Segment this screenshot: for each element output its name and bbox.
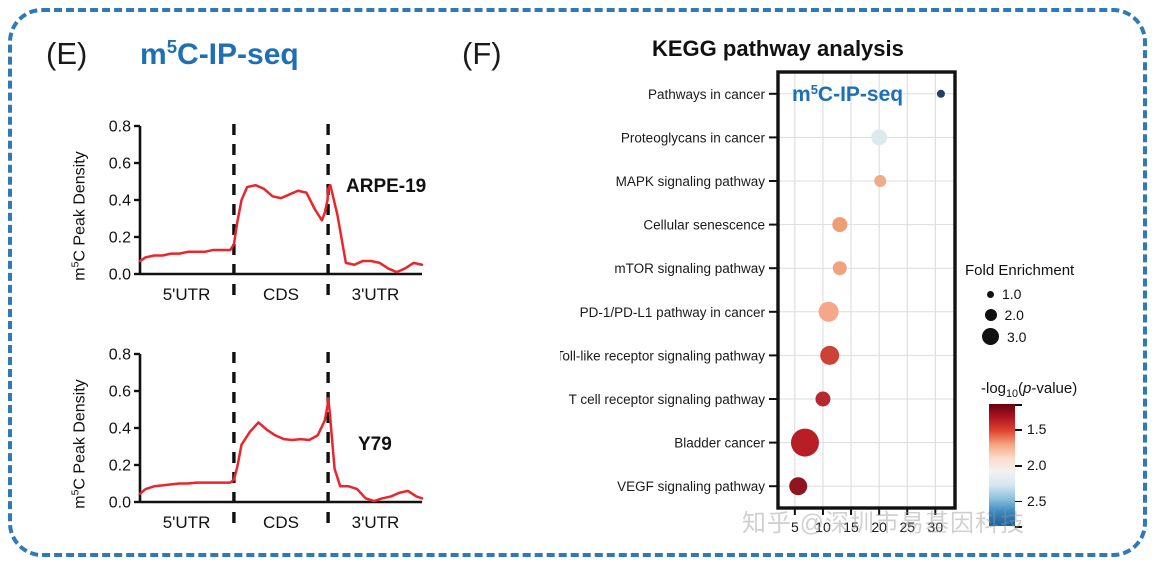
metagene-y-tick-label: 0.2 (109, 458, 131, 475)
y-label-rest: C Peak Density (71, 151, 89, 262)
panel-e-title-rest: C-IP-seq (177, 38, 299, 71)
y-label-sup: 5 (70, 261, 82, 268)
fold-enrichment-legend-title: Fold Enrichment (965, 262, 1075, 279)
legend-size-dot-icon (984, 309, 997, 321)
metagene-y-tick-label: 0.6 (109, 384, 131, 401)
kegg-x-tick-label: 30 (928, 519, 944, 535)
metagene-y79-sample-label: Y79 (358, 434, 392, 455)
metagene-y-tick-label: 0.4 (109, 421, 131, 438)
metagene-region-label: 5'UTR (163, 285, 211, 304)
y-label-prefix: m (71, 267, 89, 281)
fold-enrichment-legend-item: 1.0 (987, 286, 1021, 302)
kegg-dot (815, 391, 831, 407)
metagene-density-line (138, 183, 424, 274)
metagene-y-tick-label: 0.6 (109, 156, 131, 173)
metagene-region-label: 5'UTR (163, 513, 211, 532)
colorbar-tick-label: 2.5 (1027, 492, 1047, 509)
pvalue-legend-title: -log10(p-value) (981, 380, 1077, 400)
kegg-category-label: MAPK signaling pathway (616, 174, 766, 189)
kegg-category-label: PD-1/PD-L1 pathway in cancer (580, 305, 766, 320)
metagene-plot-arpe19: m5C Peak Density 0.0 0.2 0.4 0.6 0.8 5'UTR CDS… (70, 118, 427, 318)
pvalue-legend-subscript: 10 (1006, 388, 1019, 400)
kegg-dot (871, 129, 888, 146)
panel-e-title: m5C-IP-seq (140, 36, 299, 72)
metagene-y79-svg: 0.0 0.2 0.4 0.6 0.8 5'UTR CDS 3'UTR (109, 347, 424, 532)
kegg-dot (874, 175, 887, 187)
legend-size-value: 1.0 (1002, 286, 1022, 302)
metagene-arpe19-y-axis-label: m5C Peak Density (70, 151, 89, 280)
metagene-region-label: 3'UTR (352, 285, 400, 304)
metagene-arpe19-sample-label: ARPE-19 (346, 176, 427, 197)
metagene-y-tick-label: 0.8 (109, 347, 131, 364)
kegg-dot (820, 345, 840, 365)
colorbar-tick-label: 2.0 (1027, 457, 1047, 473)
metagene-y-tick-label: 0.2 (109, 230, 131, 247)
kegg-dot (790, 428, 819, 457)
kegg-dot (832, 261, 847, 276)
metagene-arpe19-svg: 0.0 0.2 0.4 0.6 0.8 5'UTR CDS 3'UTR (109, 119, 424, 304)
colorbar-end-tick (1015, 526, 1022, 528)
colorbar-tick-mark (1015, 465, 1022, 467)
panel-f-letter: (F) (462, 36, 502, 71)
metagene-y79-y-axis-label: m5C Peak Density (70, 379, 89, 508)
y-label-prefix: m (71, 495, 89, 509)
metagene-plot-y79: m5C Peak Density 0.0 0.2 0.4 0.6 0.8 5'UTR CDS… (70, 346, 426, 546)
kegg-x-tick-label: 25 (899, 519, 915, 535)
kegg-dot-plot: Pathways in cancer Proteoglycans in cance… (560, 70, 960, 540)
pvalue-legend-suffix: -value) (1031, 380, 1078, 397)
y-label-rest: C Peak Density (71, 379, 89, 490)
pvalue-legend-prefix: -log (981, 380, 1007, 397)
kegg-category-label: Cellular senescence (643, 218, 765, 233)
fold-enrichment-legend-item: 2.0 (984, 307, 1024, 323)
colorbar-tick-mark (1015, 500, 1022, 503)
kegg-category-label: mTOR signaling pathway (614, 261, 765, 276)
kegg-category-label: VEGF signaling pathway (617, 479, 765, 494)
metagene-region-label: CDS (263, 513, 299, 532)
kegg-category-label: Toll-like receptor signaling pathway (560, 348, 765, 363)
metagene-y-tick-label: 0.8 (109, 119, 131, 136)
kegg-x-tick-label: 5 (791, 519, 799, 535)
kegg-legends: Fold Enrichment 1.0 2.0 3.0 -log10(p-val… (963, 262, 1153, 532)
legend-size-value: 3.0 (1007, 328, 1027, 345)
pvalue-legend-p: p (1023, 380, 1032, 397)
panel-e-title-superscript: 5 (166, 36, 178, 57)
metagene-region-label: CDS (263, 285, 299, 304)
kegg-category-label: Bladder cancer (674, 436, 765, 451)
y-label-sup: 5 (70, 489, 82, 496)
panel-e-title-main: m (140, 38, 167, 71)
kegg-dot (936, 89, 945, 98)
kegg-title: KEGG pathway analysis (652, 36, 904, 61)
panel-e-letter: (E) (46, 36, 88, 71)
pvalue-legend-paren: ( (1018, 380, 1024, 397)
kegg-dot (818, 301, 839, 322)
metagene-region-label: 3'UTR (352, 513, 400, 532)
metagene-y-tick-label: 0.0 (109, 495, 131, 512)
kegg-category-label: T cell receptor signaling pathway (569, 392, 766, 407)
metagene-density-line (138, 397, 424, 503)
fold-enrichment-legend-item: 3.0 (982, 328, 1027, 345)
kegg-dot-plot-svg: Pathways in cancer Proteoglycans in cance… (560, 70, 957, 535)
kegg-x-tick-label: 10 (815, 519, 831, 535)
colorbar-tick-mark (1015, 429, 1022, 431)
kegg-dot (789, 477, 808, 496)
kegg-inplot-series-label: m5C-IP-seq (792, 82, 903, 106)
legend-size-dot-icon (987, 290, 994, 298)
kegg-category-label: Pathways in cancer (648, 87, 766, 102)
metagene-y-tick-label: 0.4 (109, 193, 131, 210)
kegg-x-tick-label: 20 (871, 519, 887, 535)
kegg-category-label: Proteoglycans in cancer (621, 130, 766, 145)
legend-size-value: 2.0 (1004, 307, 1024, 323)
colorbar-end-tick (1015, 404, 1022, 406)
metagene-y-tick-label: 0.0 (109, 267, 131, 284)
pvalue-colorbar (989, 404, 1015, 526)
colorbar-tick-label: 1.5 (1027, 421, 1047, 438)
kegg-dot (832, 217, 848, 233)
kegg-x-tick-label: 15 (843, 519, 859, 535)
legend-size-dot-icon (982, 328, 999, 345)
